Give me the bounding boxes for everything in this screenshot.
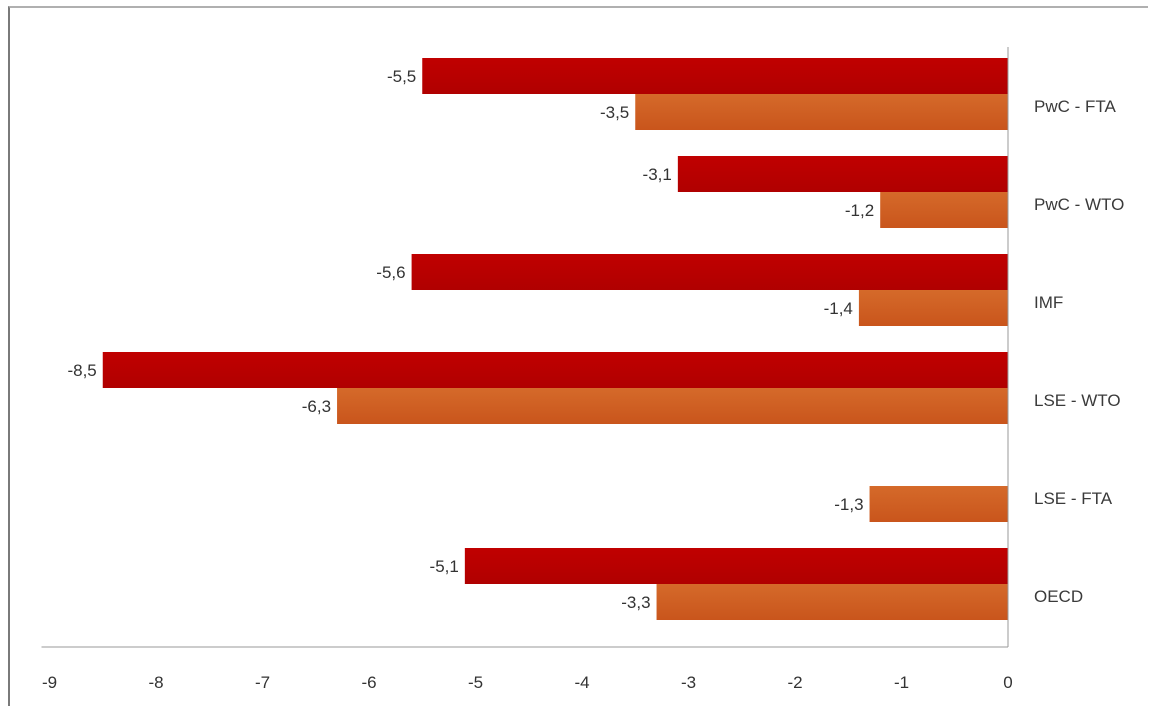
data-label: -3,5 xyxy=(600,103,629,122)
category-label: LSE - WTO xyxy=(1034,391,1121,410)
tick-label: -9 xyxy=(42,673,57,692)
data-label: -1,2 xyxy=(845,201,874,220)
data-label: -8,5 xyxy=(67,361,96,380)
tick-label: -1 xyxy=(894,673,909,692)
category-label: LSE - FTA xyxy=(1034,489,1113,508)
tick-label: -5 xyxy=(468,673,483,692)
tick-label: -2 xyxy=(787,673,802,692)
bar-1-5 xyxy=(464,548,1009,584)
bar-1-3 xyxy=(102,352,1008,388)
data-label: -3,1 xyxy=(643,165,672,184)
tick-label: 0 xyxy=(1003,673,1012,692)
bar-1-2 xyxy=(411,254,1009,290)
tick-label: -6 xyxy=(361,673,376,692)
category-label: OECD xyxy=(1034,587,1083,606)
bar-1-1 xyxy=(677,156,1008,192)
tick-label: -7 xyxy=(255,673,270,692)
data-label: -5,6 xyxy=(376,263,405,282)
bar-2-5 xyxy=(656,584,1008,620)
tick-label: -8 xyxy=(148,673,163,692)
bar-2-2 xyxy=(858,290,1008,326)
bar-2-0 xyxy=(635,94,1008,130)
data-label: -1,4 xyxy=(824,299,853,318)
data-label: -3,3 xyxy=(621,593,650,612)
chart-border xyxy=(8,6,1148,706)
tick-label: -4 xyxy=(574,673,589,692)
tick-label: -3 xyxy=(681,673,696,692)
data-label: -1,3 xyxy=(834,495,863,514)
data-label: -5,1 xyxy=(430,557,459,576)
category-label: PwC - FTA xyxy=(1034,97,1117,116)
bar-1-0 xyxy=(422,58,1008,94)
bar-2-1 xyxy=(880,192,1008,228)
category-label: IMF xyxy=(1034,293,1063,312)
bar-2-4 xyxy=(869,486,1008,522)
data-label: -6,3 xyxy=(302,397,331,416)
category-label: PwC - WTO xyxy=(1034,195,1124,214)
data-label: -5,5 xyxy=(387,67,416,86)
bar-2-3 xyxy=(337,388,1008,424)
